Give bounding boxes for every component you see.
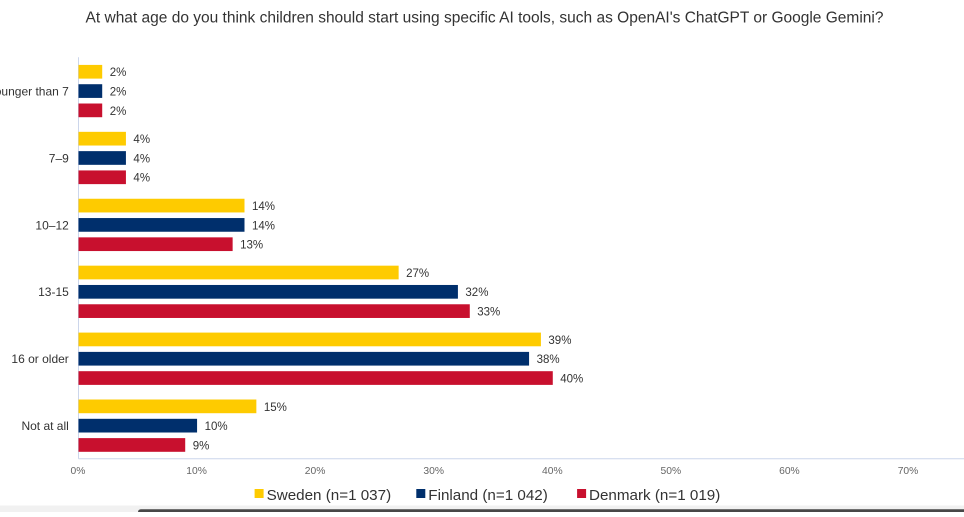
svg-text:Denmark (n=1 019): Denmark (n=1 019): [589, 487, 720, 504]
svg-text:10–12: 10–12: [35, 218, 69, 232]
svg-text:60%: 60%: [779, 466, 800, 477]
svg-text:7–9: 7–9: [49, 151, 69, 165]
svg-text:33%: 33%: [477, 307, 500, 319]
svg-text:14%: 14%: [252, 201, 275, 213]
svg-text:30%: 30%: [423, 466, 444, 477]
svg-text:2%: 2%: [110, 67, 127, 79]
svg-text:40%: 40%: [560, 373, 583, 385]
svg-text:Sweden (n=1 037): Sweden (n=1 037): [267, 487, 392, 504]
svg-text:14%: 14%: [252, 220, 275, 232]
svg-text:10%: 10%: [205, 421, 228, 433]
svg-text:15%: 15%: [264, 402, 287, 414]
svg-text:70%: 70%: [898, 466, 919, 477]
svg-text:20%: 20%: [305, 466, 326, 477]
svg-text:0%: 0%: [71, 466, 86, 477]
svg-text:50%: 50%: [660, 466, 681, 477]
svg-text:Finland (n=1 042): Finland (n=1 042): [428, 487, 547, 504]
svg-text:At what age do you think child: At what age do you think children should…: [86, 10, 884, 27]
svg-text:16 or older: 16 or older: [11, 352, 68, 366]
svg-text:4%: 4%: [133, 134, 150, 146]
svg-text:4%: 4%: [133, 173, 150, 185]
svg-text:40%: 40%: [542, 466, 563, 477]
svg-text:2%: 2%: [110, 106, 127, 118]
svg-text:2%: 2%: [110, 86, 127, 98]
svg-text:38%: 38%: [537, 354, 560, 366]
svg-text:Not at all: Not at all: [21, 419, 68, 433]
svg-text:27%: 27%: [406, 268, 429, 280]
svg-text:13-15: 13-15: [38, 285, 69, 299]
svg-text:4%: 4%: [133, 153, 150, 165]
svg-text:10%: 10%: [186, 466, 207, 477]
svg-text:32%: 32%: [465, 287, 488, 299]
svg-text:Younger than 7: Younger than 7: [0, 85, 69, 99]
svg-text:39%: 39%: [548, 335, 571, 347]
svg-text:13%: 13%: [240, 240, 263, 252]
svg-text:9%: 9%: [193, 440, 210, 452]
